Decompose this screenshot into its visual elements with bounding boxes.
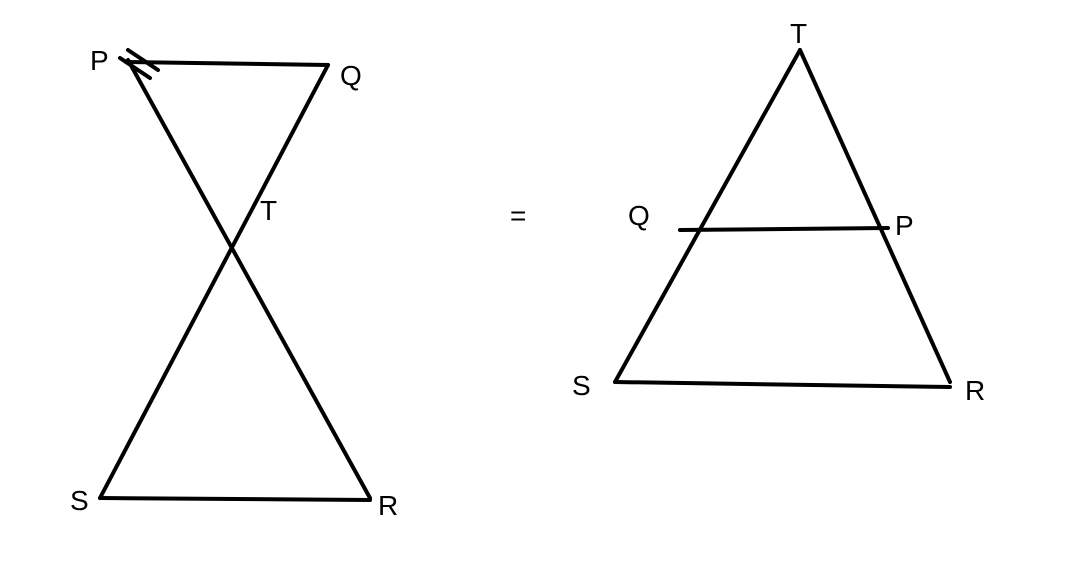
equals-sign: = (510, 200, 526, 232)
left-figure-svg (0, 0, 1082, 568)
line-QP-right (680, 228, 888, 230)
label-T-right: T (790, 18, 807, 50)
line-SR-right (615, 382, 950, 387)
line-PR-left (128, 60, 370, 498)
label-S-left: S (70, 485, 89, 517)
diagram-container: P Q T S R = T Q P S R (0, 0, 1082, 568)
label-Q-right: Q (628, 200, 650, 232)
label-T-left: T (260, 195, 277, 227)
label-S-right: S (572, 370, 591, 402)
line-SR-left (100, 498, 370, 500)
label-Q-left: Q (340, 60, 362, 92)
label-P-left: P (90, 45, 109, 77)
label-P-right: P (895, 210, 914, 242)
line-TR-right (800, 50, 950, 382)
label-R-left: R (378, 490, 398, 522)
line-PQ-left (126, 62, 328, 65)
line-QS-left (100, 65, 328, 498)
label-R-right: R (965, 375, 985, 407)
